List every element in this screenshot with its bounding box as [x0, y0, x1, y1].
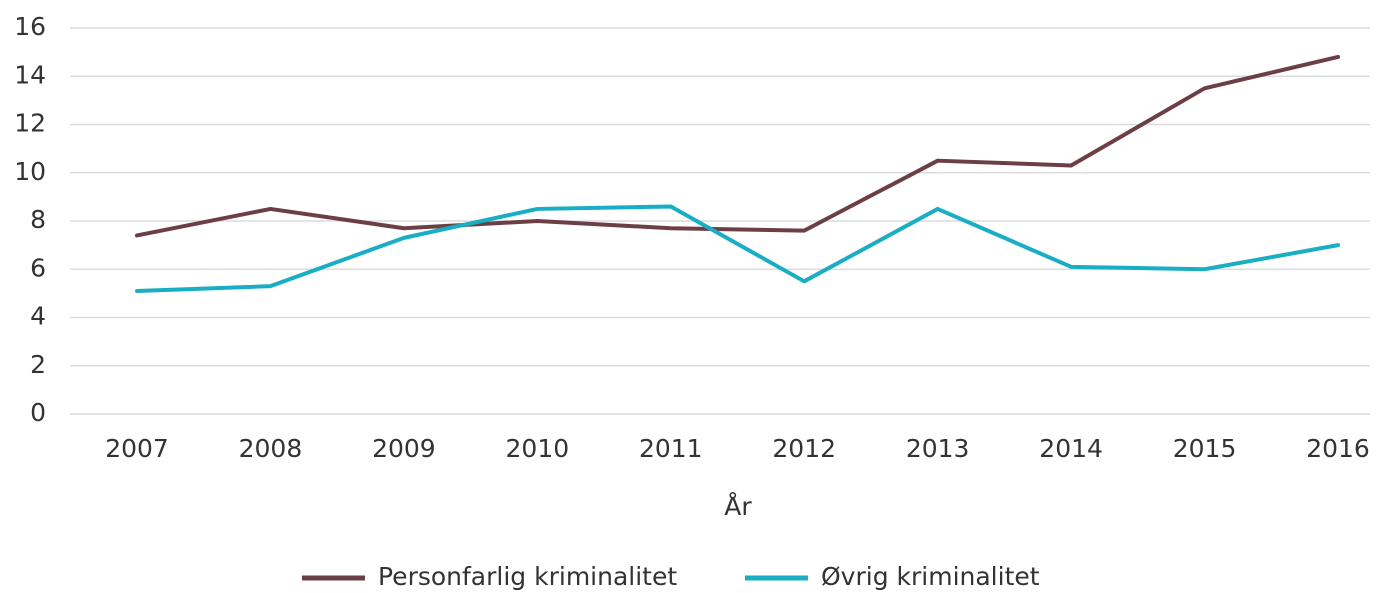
- x-tick-label: 2011: [639, 434, 703, 463]
- x-tick-label: 2008: [239, 434, 303, 463]
- x-tick-label: 2015: [1173, 434, 1237, 463]
- legend-label: Personfarlig kriminalitet: [378, 562, 677, 591]
- y-tick-label: 0: [30, 398, 46, 427]
- y-tick-label: 2: [30, 350, 46, 379]
- line-series: [135, 54, 1340, 238]
- x-tick-label: 2010: [506, 434, 570, 463]
- x-axis-label: År: [724, 492, 752, 521]
- y-tick-label: 16: [14, 12, 46, 41]
- y-tick-label: 6: [30, 253, 46, 282]
- legend-label: Øvrig kriminalitet: [821, 562, 1040, 591]
- x-tick-label: 2014: [1039, 434, 1103, 463]
- y-tick-label: 10: [14, 157, 46, 186]
- y-tick-label: 4: [30, 302, 46, 331]
- x-tick-label: 2007: [105, 434, 169, 463]
- x-tick-label: 2012: [772, 434, 836, 463]
- line-series: [135, 204, 1340, 293]
- x-tick-label: 2009: [372, 434, 436, 463]
- y-tick-label: 8: [30, 205, 46, 234]
- x-tick-label: 2016: [1306, 434, 1370, 463]
- x-tick-label: 2013: [906, 434, 970, 463]
- y-tick-label: 14: [14, 60, 46, 89]
- y-tick-label: 12: [14, 109, 46, 138]
